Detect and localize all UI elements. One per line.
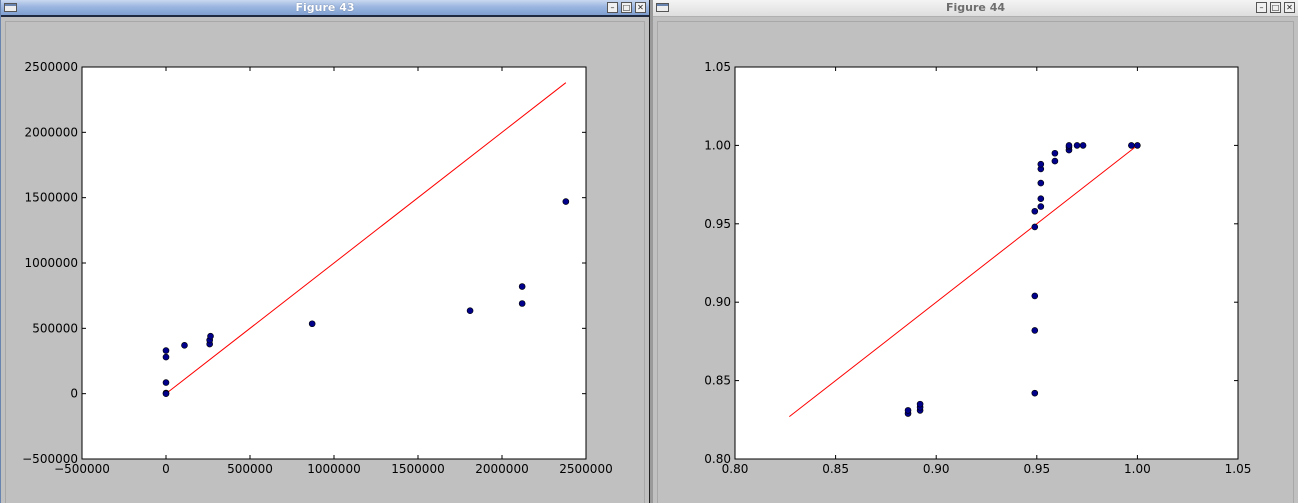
x-tick-label: −500000	[54, 462, 110, 476]
maximize-button[interactable]: □	[1270, 2, 1281, 13]
x-tick-label: 1.05	[1225, 462, 1252, 476]
data-point	[1031, 207, 1039, 215]
y-tick-label: 2000000	[25, 125, 78, 139]
axes-frame	[734, 66, 1239, 460]
x-tick-label: 1000000	[307, 462, 360, 476]
data-point	[1031, 292, 1039, 300]
figure-43-titlebar[interactable]: Figure 43 – □ ✕	[1, 0, 649, 17]
data-point	[1031, 223, 1039, 231]
data-point	[1031, 327, 1039, 334]
x-tick-label: 0.85	[822, 462, 849, 476]
data-point	[1037, 195, 1045, 203]
figure-43-scatter-chart: −500000 0 500000 1000000 1500000 2000000 25000…	[22, 60, 613, 476]
y-tick-label: 0.85	[704, 374, 731, 388]
y-tick-label: 1.00	[704, 138, 731, 152]
data-point	[1037, 160, 1045, 168]
data-point	[162, 390, 170, 397]
data-point	[518, 283, 526, 290]
y-tick-label: 0.80	[704, 452, 731, 466]
data-point	[1079, 142, 1087, 149]
data-point	[162, 379, 170, 386]
window-menu-icon[interactable]	[4, 3, 17, 12]
minimize-button[interactable]: –	[1256, 2, 1267, 13]
data-point	[562, 198, 570, 205]
y-tick-label: 0.95	[704, 217, 731, 231]
data-point	[1051, 157, 1059, 165]
data-point	[1037, 179, 1045, 187]
data-point	[1051, 149, 1059, 157]
x-tick-label: 500000	[227, 462, 273, 476]
data-point	[916, 400, 924, 408]
data-point	[904, 407, 912, 414]
x-tick-label: 2500000	[559, 462, 612, 476]
data-point	[162, 347, 170, 354]
x-tick-label: 0.80	[722, 462, 749, 476]
figure-44-titlebar[interactable]: Figure 44 – □ ✕	[653, 0, 1298, 17]
y-tick-label: 2500000	[25, 60, 78, 74]
figure-43-window: Figure 43 – □ ✕ −500000 0 500000 1000000 150…	[0, 0, 650, 503]
fit-line	[165, 82, 567, 395]
y-tick-label: 0.90	[704, 295, 731, 309]
y-tick-label: 1.05	[704, 60, 731, 74]
data-point	[1037, 203, 1045, 210]
x-tick-label: 1500000	[391, 462, 444, 476]
y-tick-label: 500000	[32, 321, 78, 335]
figure-44-scatter-chart: 0.80 0.85 0.90 0.95 1.00 1.05 0.80 0.85 0.90 0.95…	[704, 60, 1252, 476]
data-point	[466, 307, 474, 314]
data-point	[308, 320, 316, 328]
x-tick-label: 1.00	[1124, 462, 1151, 476]
window-menu-icon[interactable]	[656, 3, 669, 12]
figure-44-window: Figure 44 – □ ✕ 0.80 0.85 0.90 0.95 1.00 1.05…	[652, 0, 1298, 503]
x-tick-label: 2000000	[475, 462, 528, 476]
fit-line	[789, 145, 1138, 418]
data-point	[162, 353, 170, 361]
y-tick-label: 1000000	[25, 256, 78, 270]
data-point	[181, 342, 188, 349]
data-point	[1031, 389, 1039, 397]
y-tick-label: −500000	[22, 452, 78, 466]
window-title: Figure 44	[945, 1, 1005, 14]
data-point	[518, 300, 526, 307]
data-point	[1128, 142, 1135, 149]
minimize-button[interactable]: –	[607, 2, 618, 13]
close-button[interactable]: ✕	[1284, 2, 1295, 13]
x-tick-label: 0	[162, 462, 170, 476]
data-point	[1065, 142, 1073, 149]
data-point	[207, 332, 214, 340]
data-point	[1134, 142, 1141, 149]
y-tick-label: 1500000	[25, 191, 78, 205]
maximize-button[interactable]: □	[621, 2, 632, 13]
x-tick-label: 0.90	[923, 462, 950, 476]
x-tick-label: 0.95	[1023, 462, 1050, 476]
y-tick-label: 0	[70, 387, 78, 401]
window-title: Figure 43	[295, 1, 355, 14]
data-point	[1073, 142, 1081, 149]
close-button[interactable]: ✕	[635, 2, 646, 13]
